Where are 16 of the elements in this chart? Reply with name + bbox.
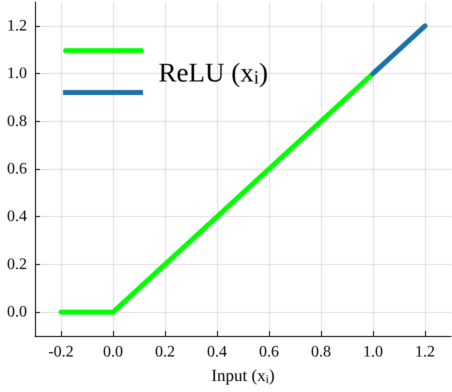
x-tick-label: 0.4 [207,344,227,360]
y-tick-label: 0.8 [7,112,27,130]
x-tick-label: 0.6 [259,344,279,360]
x-tick-label: -0.2 [48,344,74,360]
y-tick-label: 0.2 [7,256,27,273]
x-tick-label: 1.0 [363,344,383,360]
y-tick-label: 1.2 [7,17,27,34]
y-tick-label: 0.0 [7,304,27,321]
x-tick-label: 1.2 [415,344,435,360]
x-tick-label: 0.0 [103,344,123,360]
text: ReLU (xi) [158,58,268,88]
y-tick-label: 1.0 [7,65,27,82]
y-tick-label: 0.6 [7,160,27,178]
x-tick-label: 0.2 [155,344,175,360]
y-tick-label: 0.4 [7,208,27,226]
x-tick-label: 0.8 [311,344,331,360]
